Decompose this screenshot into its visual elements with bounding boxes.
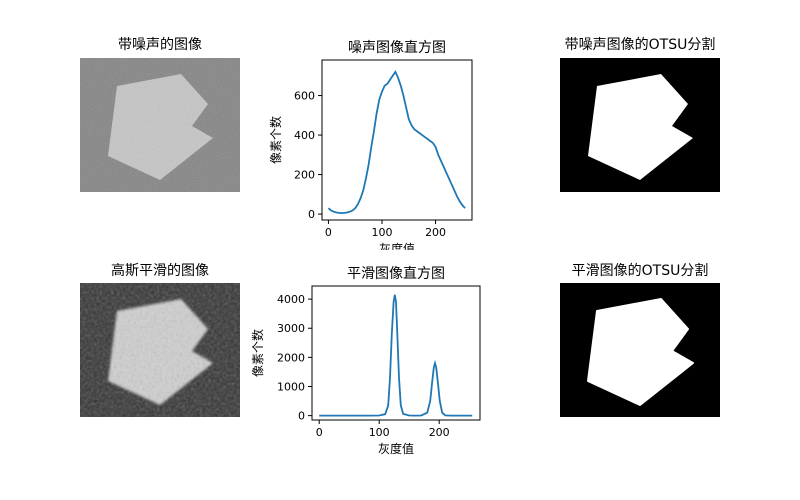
plot-frame xyxy=(321,59,473,221)
noisy-image-title: 带噪声的图像 xyxy=(118,37,202,53)
noisy-histogram-chart: 噪声图像直方图 0 100 200 0 200 400 600 灰度值 像素个数 xyxy=(268,39,473,250)
y-tick-label: 0 xyxy=(308,208,315,221)
smooth-otsu-image xyxy=(560,283,720,417)
x-axis-label: 灰度值 xyxy=(378,441,414,456)
y-tick-label: 0 xyxy=(298,410,305,423)
x-tick-label: 100 xyxy=(369,426,390,439)
noisy-otsu-image xyxy=(560,58,720,192)
y-tick-label: 600 xyxy=(294,90,315,103)
smooth-otsu-shape xyxy=(587,298,694,406)
x-tick-label: 200 xyxy=(429,426,450,439)
series-line-0 xyxy=(327,70,466,214)
smooth-image-texture xyxy=(80,283,240,417)
y-tick-label: 1000 xyxy=(277,381,305,394)
x-tick-label: 0 xyxy=(316,426,323,439)
plot-frame xyxy=(311,285,481,421)
y-tick-label: 2000 xyxy=(277,351,305,364)
y-tick-label: 200 xyxy=(294,169,315,182)
smooth-image xyxy=(80,283,240,417)
x-tick-label: 100 xyxy=(372,226,393,239)
y-tick-label: 4000 xyxy=(277,293,305,306)
smooth-image-title: 高斯平滑的图像 xyxy=(111,263,209,279)
noisy-otsu-title: 带噪声图像的OTSU分割 xyxy=(564,37,716,53)
chart-title: 噪声图像直方图 xyxy=(348,39,446,56)
x-tick-label: 200 xyxy=(425,226,446,239)
y-axis-label: 像素个数 xyxy=(250,329,265,377)
chart-title: 平滑图像直方图 xyxy=(347,265,445,282)
noisy-image xyxy=(80,58,240,192)
series-line-0 xyxy=(319,294,473,417)
x-tick-label: 0 xyxy=(325,226,332,239)
x-axis-label: 灰度值 xyxy=(379,241,415,250)
smooth-otsu-title: 平滑图像的OTSU分割 xyxy=(571,263,709,279)
noisy-image-noise xyxy=(80,58,240,192)
y-tick-label: 400 xyxy=(294,129,315,142)
y-tick-label: 3000 xyxy=(277,322,305,335)
y-axis-label: 像素个数 xyxy=(268,116,283,164)
